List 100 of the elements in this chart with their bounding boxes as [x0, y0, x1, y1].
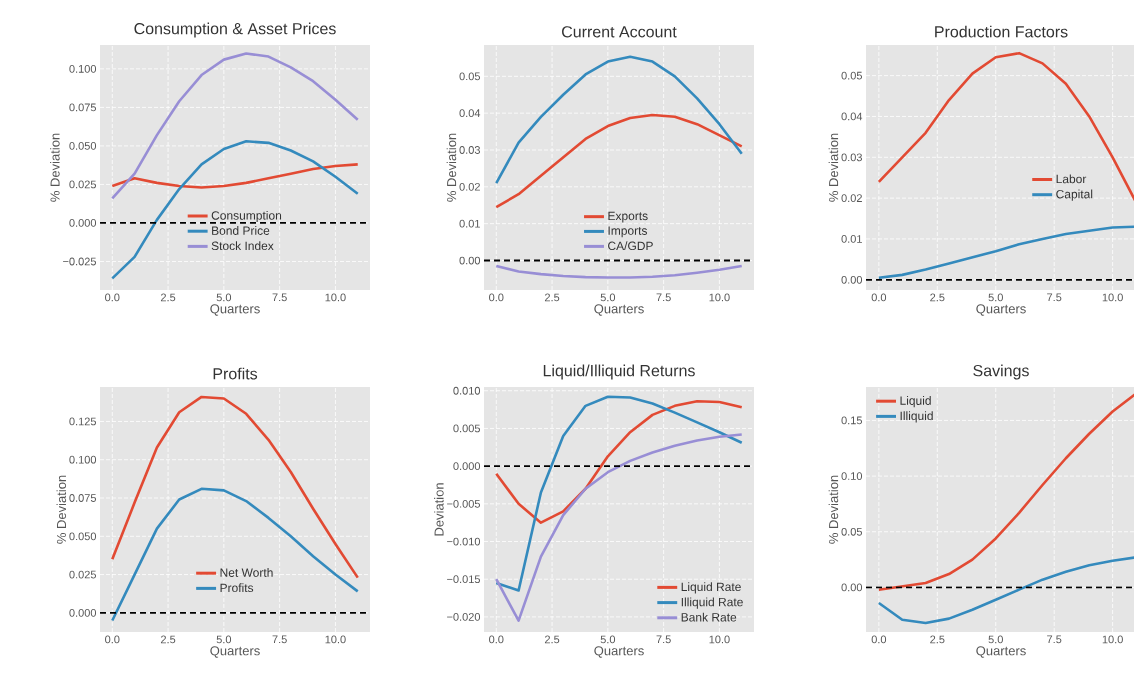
legend-label: Stock Index [211, 241, 274, 251]
x-tick-label: 5.0 [988, 635, 1003, 644]
y-tick-label: 0.075 [69, 103, 96, 112]
y-tick-label: 0.05 [841, 527, 862, 536]
x-axis-title: Quarters [210, 304, 260, 316]
legend-label: Capital [1056, 189, 1093, 201]
line-series [494, 264, 744, 279]
y-tick-label: 0.02 [459, 182, 480, 191]
line-series [110, 487, 360, 622]
x-tick-label: 2.5 [544, 293, 560, 302]
legend-label: Net Worth [220, 568, 273, 577]
x-tick-label: 10.0 [1102, 293, 1123, 302]
x-tick-label: 2.5 [544, 635, 560, 644]
x-tick-label: 7.5 [656, 293, 671, 302]
y-tick-label: 0.100 [69, 64, 97, 73]
y-tick-label: 0.125 [69, 417, 96, 426]
y-tick-label: 0.000 [69, 219, 97, 227]
x-tick-label: 2.5 [160, 635, 176, 644]
y-tick-label: 0.02 [841, 194, 862, 203]
y-tick-label: 0.01 [459, 219, 480, 228]
legend-label: Illiquid [900, 411, 933, 423]
y-tick-label: 0.03 [841, 153, 862, 162]
chart-title: Production Factors [935, 25, 1068, 38]
x-tick-label: 10.0 [325, 635, 346, 644]
x-axis-title: Quarters [210, 646, 260, 658]
x-tick-label: 10.0 [325, 293, 346, 302]
y-tick-label: 0.05 [459, 72, 480, 81]
x-axis-title: Quarters [976, 304, 1026, 316]
y-axis-title: % Deviation [446, 133, 457, 202]
y-tick-label: 0.000 [453, 462, 481, 471]
x-tick-label: 10.0 [1102, 635, 1123, 644]
x-tick-label: 10.0 [709, 293, 730, 302]
line-series [110, 395, 360, 579]
y-axis-title: Deviation [434, 483, 444, 536]
y-tick-label: −0.010 [447, 537, 481, 546]
x-tick-label: 7.5 [272, 293, 287, 302]
y-tick-label: 0.000 [69, 608, 97, 617]
x-tick-label: 0.0 [489, 635, 504, 644]
legend-label: Consumption [211, 210, 282, 223]
x-tick-label: 5.0 [216, 293, 232, 302]
x-tick-label: 5.0 [600, 635, 616, 644]
legend-label: Illiquid Rate [681, 597, 743, 609]
line-series [110, 52, 360, 200]
y-tick-label: 0.01 [841, 235, 862, 243]
y-axis-title: % Deviation [828, 133, 839, 202]
legend-label: Bond Price [212, 226, 270, 235]
x-tick-label: 2.5 [930, 635, 945, 644]
y-tick-label: 0.03 [459, 146, 480, 154]
y-tick-label: 0.100 [69, 455, 97, 464]
chart-title: Liquid/Illiquid Returns [543, 364, 695, 380]
y-tick-label: 0.050 [69, 532, 97, 541]
y-tick-label: 0.075 [69, 494, 96, 502]
x-tick-label: 2.5 [930, 293, 945, 302]
x-tick-label: 2.5 [160, 293, 176, 302]
legend-label: Bank Rate [681, 612, 737, 622]
chart-title: Savings [973, 364, 1029, 380]
chart-title: Profits [213, 367, 258, 380]
x-tick-label: 0.0 [871, 635, 887, 644]
line-series [494, 400, 744, 524]
y-tick-label: −0.020 [447, 613, 481, 621]
y-tick-label: 0.025 [69, 570, 96, 579]
legend-label: Imports [608, 226, 648, 238]
y-axis-title: % Deviation [56, 475, 67, 544]
x-tick-label: 5.0 [216, 635, 232, 644]
legend-label: CA/GDP [608, 241, 653, 251]
line-series [110, 139, 360, 280]
x-tick-label: 7.5 [1047, 293, 1062, 302]
y-tick-label: 0.04 [841, 112, 863, 121]
legend-label: Exports [608, 211, 648, 223]
legend-label: Liquid [900, 396, 931, 408]
legend-label: Liquid Rate [681, 582, 741, 594]
x-tick-label: 5.0 [600, 293, 616, 302]
chart-title: Consumption & Asset Prices [134, 22, 336, 38]
y-tick-label: 0.10 [841, 472, 863, 480]
y-tick-label: −0.015 [447, 575, 480, 584]
x-tick-label: 7.5 [272, 635, 287, 644]
y-tick-label: 0.15 [841, 416, 862, 425]
x-tick-label: 10.0 [709, 635, 730, 644]
line-series [494, 395, 744, 592]
line-series [494, 55, 744, 185]
x-tick-label: 0.0 [105, 635, 120, 644]
y-tick-label: 0.010 [453, 386, 481, 395]
x-axis-title: Quarters [594, 646, 644, 658]
x-tick-label: 0.0 [489, 293, 504, 302]
y-tick-label: −0.005 [447, 499, 480, 508]
x-axis-title: Quarters [594, 304, 644, 316]
x-axis-title: Quarters [976, 646, 1026, 658]
y-axis-title: % Deviation [828, 475, 839, 544]
y-tick-label: 0.050 [69, 142, 97, 150]
y-tick-label: 0.00 [841, 583, 863, 592]
x-tick-label: 7.5 [656, 635, 671, 644]
y-tick-label: 0.005 [453, 424, 480, 433]
y-tick-label: 0.025 [69, 180, 96, 189]
y-tick-label: 0.05 [841, 71, 862, 80]
y-tick-label: 0.00 [841, 275, 863, 284]
y-tick-label: 0.04 [459, 109, 481, 118]
chart-title: Current Account [562, 26, 677, 38]
line-series [110, 163, 360, 189]
y-tick-label: −0.025 [63, 257, 96, 266]
line-series [494, 433, 744, 622]
